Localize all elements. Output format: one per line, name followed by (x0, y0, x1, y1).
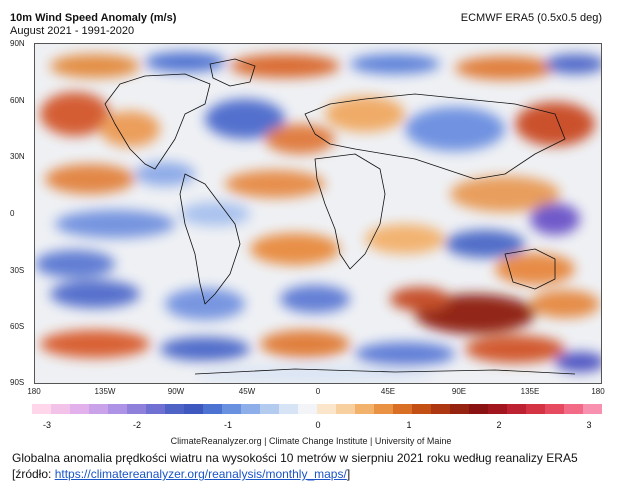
colorbar-swatch (412, 404, 431, 414)
lon-label-45e: 45E (380, 387, 396, 396)
colorbar-swatch (70, 404, 89, 414)
map-subtitle: August 2021 - 1991-2020 (10, 25, 135, 37)
colorbar-swatch (583, 404, 602, 414)
colorbar-swatch (165, 404, 184, 414)
colorbar-swatch (336, 404, 355, 414)
source-link[interactable]: https://climatereanalyzer.org/reanalysis… (54, 467, 347, 481)
colorbar-swatch (431, 404, 450, 414)
lat-label-60s: 60S (10, 322, 25, 331)
colorbar-swatch (241, 404, 260, 414)
map-title: 10m Wind Speed Anomaly (m/s) (10, 12, 177, 24)
lon-label-90w: 90W (167, 387, 185, 396)
colorbar-swatch (450, 404, 469, 414)
colorbar-swatch (374, 404, 393, 414)
lon-label-135w: 135W (94, 387, 116, 396)
lon-label-90e: 90E (451, 387, 467, 396)
colorbar-tick-neg1: -1 (223, 420, 233, 430)
colorbar-swatch (545, 404, 564, 414)
colorbar-swatch (488, 404, 507, 414)
lon-label-45w: 45W (238, 387, 256, 396)
colorbar-swatch (279, 404, 298, 414)
lat-label-30s: 30S (10, 266, 25, 275)
colorbar-tick-neg2: -2 (132, 420, 142, 430)
colorbar-tick-0: 0 (315, 420, 321, 430)
caption-text: Globalna anomalia prędkości wiatru na wy… (12, 451, 578, 465)
caption-source-prefix: [źródło: (12, 467, 55, 481)
colorbar-swatch (32, 404, 51, 414)
colorbar-tick-2: 2 (496, 420, 502, 430)
colorbar-swatch (507, 404, 526, 414)
lat-label-30n: 30N (10, 152, 25, 161)
lat-label-0: 0 (10, 209, 15, 218)
wind-anomaly-map (34, 43, 602, 384)
colorbar-swatch (108, 404, 127, 414)
colorbar-swatch (317, 404, 336, 414)
lon-label-180e: 180 (591, 387, 605, 396)
colorbar-swatch (564, 404, 583, 414)
caption-source: [źródło: https://climatereanalyzer.org/r… (12, 466, 612, 482)
colorbar (32, 404, 602, 414)
lat-label-90s: 90S (10, 378, 25, 387)
colorbar-swatch (51, 404, 70, 414)
colorbar-swatch (184, 404, 203, 414)
lat-label-60n: 60N (10, 96, 25, 105)
colorbar-swatch (298, 404, 317, 414)
lon-label-0: 0 (315, 387, 321, 396)
colorbar-swatch (203, 404, 222, 414)
colorbar-swatch (393, 404, 412, 414)
colorbar-swatch (355, 404, 374, 414)
colorbar-swatch (89, 404, 108, 414)
colorbar-tick-3: 3 (586, 420, 592, 430)
lon-label-180w: 180 (27, 387, 41, 396)
credit-line: ClimateReanalyzer.org | Climate Change I… (170, 436, 452, 446)
colorbar-swatch (222, 404, 241, 414)
colorbar-swatch (146, 404, 165, 414)
caption: Globalna anomalia prędkości wiatru na wy… (12, 450, 612, 482)
dataset-label: ECMWF ERA5 (0.5x0.5 deg) (460, 12, 602, 24)
lon-label-135e: 135E (520, 387, 540, 396)
colorbar-swatch (260, 404, 279, 414)
colorbar-tick-neg3: -3 (42, 420, 52, 430)
colorbar-tick-1: 1 (406, 420, 412, 430)
colorbar-swatch (526, 404, 545, 414)
colorbar-swatch (127, 404, 146, 414)
lat-label-90n: 90N (10, 39, 25, 48)
caption-source-suffix: ] (346, 467, 351, 481)
colorbar-swatch (469, 404, 488, 414)
